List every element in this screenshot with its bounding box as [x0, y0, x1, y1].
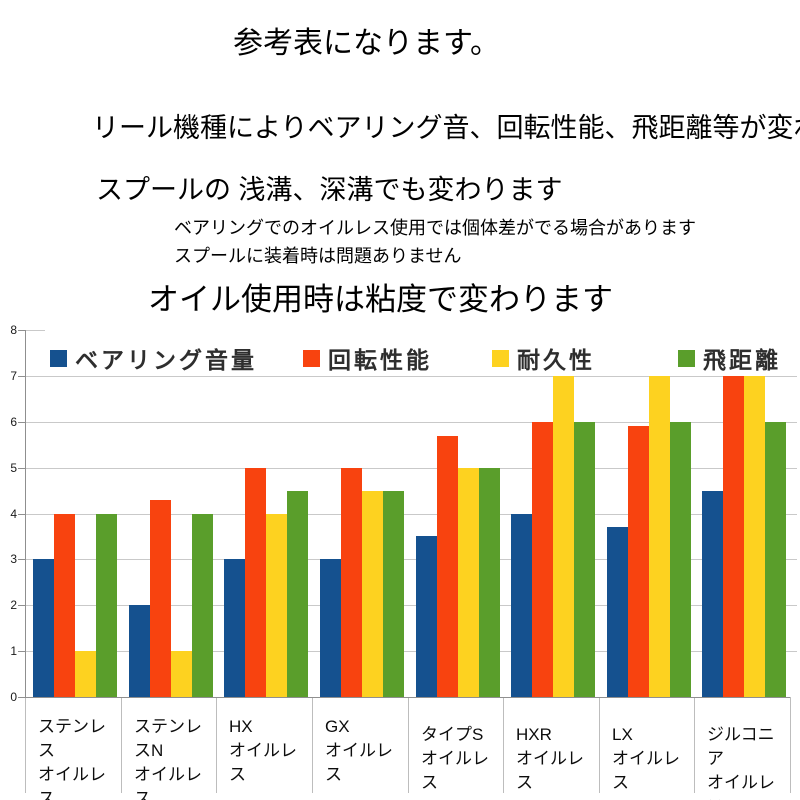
bar-ベアリング音量-5: [511, 513, 532, 697]
category-separator: [599, 697, 600, 793]
bar-飛距離-3: [383, 490, 404, 697]
legend-swatch-icon: [303, 349, 320, 367]
x-axis-line: [25, 697, 790, 698]
bar-耐久性-1: [171, 651, 192, 697]
category-separator: [312, 697, 313, 793]
bar-回転性能-4: [437, 435, 458, 697]
bar-飛距離-5: [574, 421, 595, 697]
category-separator: [408, 697, 409, 793]
bar-飛距離-2: [287, 490, 308, 697]
category-separator: [503, 697, 504, 793]
y-axis-tick-label: 0: [10, 690, 17, 704]
y-axis-tick-mark: [18, 513, 25, 515]
bar-回転性能-0: [54, 513, 75, 697]
bar-chart: 0 1 2 3 4 5 6 7 8 ステンレス オイルレス ステンレスN オイルレス HX オイルレス…: [0, 322, 800, 800]
category-label: ジルコニア オイルレス: [707, 725, 775, 800]
chart-legend: ベアリング音量 回転性能 耐久性 飛距離: [45, 328, 800, 374]
y-axis-tick-mark: [18, 421, 25, 423]
category-label: ステンレス オイルレス: [38, 717, 106, 800]
y-axis-tick-label: 4: [10, 506, 17, 521]
category-label: ステンレスN オイルレス: [134, 717, 202, 800]
gridline-1: [25, 651, 797, 653]
bar-飛距離-6: [670, 421, 691, 697]
legend-label: 飛距離: [703, 347, 781, 373]
category-separator: [790, 697, 791, 793]
legend-swatch-icon: [492, 349, 509, 367]
bar-ベアリング音量-4: [416, 536, 437, 697]
bar-ベアリング音量-3: [320, 559, 341, 697]
gridline-4: [25, 513, 797, 515]
category-separator: [25, 697, 26, 793]
category-separator: [216, 697, 217, 793]
note-line-1: ベアリングでのオイルレス使用では個体差がでる場合があります: [174, 218, 696, 238]
y-axis-tick-mark: [18, 651, 25, 653]
category-label: GX オイルレス: [325, 717, 393, 784]
gridline-3: [25, 559, 797, 561]
legend-item-回転性能: 回転性能: [303, 341, 432, 375]
y-axis-tick-label: 5: [10, 460, 17, 475]
y-axis-tick-mark: [18, 467, 25, 469]
bar-ベアリング音量-2: [224, 559, 245, 697]
intro-line-2: スプールの 浅溝、深溝でも変わります: [96, 175, 563, 205]
y-axis-tick-mark: [18, 697, 25, 698]
y-axis-tick-mark: [18, 559, 25, 561]
y-axis-tick-label: 2: [10, 598, 17, 613]
category-label: HX オイルレス: [229, 717, 297, 784]
category-label: タイプS オイルレス: [421, 725, 489, 792]
bar-回転性能-7: [723, 375, 744, 697]
bar-回転性能-3: [341, 467, 362, 697]
oil-viscosity-statement: オイル使用時は粘度で変わります: [148, 282, 613, 317]
bar-ベアリング音量-6: [607, 527, 628, 697]
legend-item-ベアリング音量: ベアリング音量: [50, 341, 257, 375]
bar-回転性能-1: [150, 499, 171, 697]
bar-耐久性-0: [75, 651, 96, 697]
y-axis-tick-label: 1: [10, 644, 17, 659]
legend-item-飛距離: 飛距離: [678, 341, 781, 375]
y-axis-tick-label: 3: [10, 552, 17, 567]
gridline-6: [25, 421, 797, 423]
intro-text: リール機種によりベアリング音、回転性能、飛距離等が変わります。 スプールの 浅溝…: [92, 97, 800, 221]
bar-飛距離-1: [192, 513, 213, 697]
bar-耐久性-3: [362, 490, 383, 697]
gridline-5: [25, 467, 797, 469]
bar-ベアリング音量-0: [33, 559, 54, 697]
note-line-2: スプールに装着時は問題ありません: [174, 246, 462, 266]
bar-飛距離-4: [479, 467, 500, 697]
bar-耐久性-2: [266, 513, 287, 697]
bar-回転性能-5: [532, 421, 553, 697]
category-label: HXR オイルレス: [516, 725, 584, 792]
y-axis-tick-label: 7: [10, 368, 17, 383]
legend-item-耐久性: 耐久性: [492, 341, 595, 375]
gridline-2: [25, 605, 797, 607]
y-axis-tick-mark: [18, 605, 25, 607]
legend-swatch-icon: [678, 349, 695, 367]
legend-label: 耐久性: [517, 347, 595, 373]
bar-ベアリング音量-1: [129, 605, 150, 697]
note-text: ベアリングでのオイルレス使用では個体差がでる場合があります スプールに装着時は問…: [174, 214, 696, 270]
bar-耐久性-7: [744, 375, 765, 697]
bar-ベアリング音量-7: [702, 490, 723, 697]
category-separator: [694, 697, 695, 793]
category-separator: [121, 697, 122, 793]
y-axis-tick-mark: [18, 375, 25, 377]
y-axis-tick-label: 6: [10, 414, 17, 429]
y-axis-line: [25, 330, 26, 697]
y-axis-tick-mark: [18, 330, 25, 331]
intro-line-1: リール機種によりベアリング音、回転性能、飛距離等が変わります。: [92, 113, 800, 143]
bar-耐久性-6: [649, 375, 670, 697]
bar-耐久性-5: [553, 375, 574, 697]
bar-飛距離-7: [765, 421, 786, 697]
bar-耐久性-4: [458, 467, 479, 697]
legend-label: 回転性能: [328, 347, 432, 373]
bar-飛距離-0: [96, 513, 117, 697]
legend-swatch-icon: [50, 349, 67, 367]
gridline-7: [25, 375, 797, 377]
legend-label: ベアリング音量: [75, 347, 257, 373]
category-label: LX オイルレス: [612, 725, 680, 792]
bar-回転性能-6: [628, 426, 649, 697]
bar-回転性能-2: [245, 467, 266, 697]
page-title: 参考表になります。: [233, 27, 500, 60]
y-axis-tick-label: 8: [10, 323, 17, 337]
